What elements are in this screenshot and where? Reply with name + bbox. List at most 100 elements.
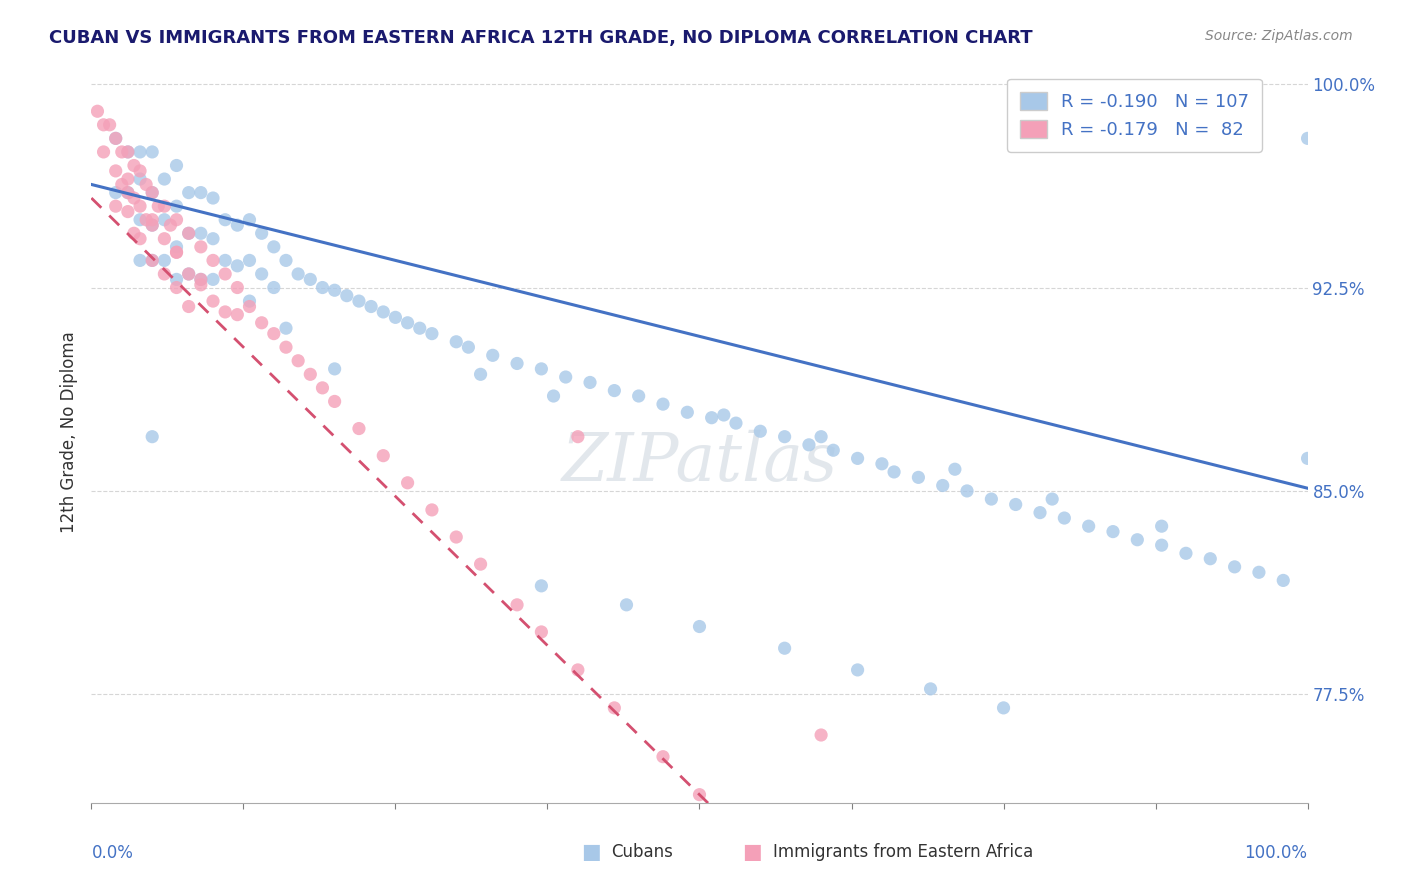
Point: [627, 389, 650, 403]
Point: [749, 424, 772, 438]
Point: [396, 475, 419, 490]
Point: [214, 253, 236, 268]
Point: [177, 186, 200, 200]
Text: 0.0%: 0.0%: [91, 844, 134, 862]
Point: [226, 218, 249, 232]
Text: CUBAN VS IMMIGRANTS FROM EASTERN AFRICA 12TH GRADE, NO DIPLOMA CORRELATION CHART: CUBAN VS IMMIGRANTS FROM EASTERN AFRICA …: [49, 29, 1033, 46]
Point: [1150, 519, 1173, 533]
Text: Source: ZipAtlas.com: Source: ZipAtlas.com: [1205, 29, 1353, 43]
Point: [823, 443, 845, 458]
Point: [117, 186, 139, 200]
Point: [98, 118, 121, 132]
Point: [117, 204, 139, 219]
Point: [676, 405, 699, 419]
Point: [907, 470, 929, 484]
Point: [226, 308, 249, 322]
Point: [93, 145, 115, 159]
Point: [530, 624, 553, 639]
Point: [1296, 451, 1319, 466]
Point: [153, 212, 176, 227]
Point: [129, 253, 152, 268]
Point: [117, 145, 139, 159]
Point: [141, 212, 163, 227]
Point: [287, 353, 309, 368]
Y-axis label: 12th Grade, No Diploma: 12th Grade, No Diploma: [59, 332, 77, 533]
Point: [111, 145, 134, 159]
Point: [111, 178, 134, 192]
Point: [104, 199, 127, 213]
Point: [347, 294, 370, 309]
Point: [190, 227, 212, 241]
Point: [250, 316, 273, 330]
Point: [250, 227, 273, 241]
Text: Immigrants from Eastern Africa: Immigrants from Eastern Africa: [773, 843, 1033, 861]
Point: [603, 701, 626, 715]
Point: [773, 641, 796, 656]
Point: [135, 212, 157, 227]
Point: [773, 874, 796, 888]
Point: [1004, 498, 1026, 512]
Point: [238, 294, 260, 309]
Point: [1175, 546, 1198, 560]
Point: [190, 277, 212, 292]
Point: [214, 212, 236, 227]
Point: [993, 701, 1015, 715]
Point: [1199, 551, 1222, 566]
Point: [129, 232, 152, 246]
Point: [700, 410, 723, 425]
Point: [554, 370, 576, 384]
Point: [190, 240, 212, 254]
Point: [93, 118, 115, 132]
Point: [166, 240, 188, 254]
Point: [274, 321, 297, 335]
Point: [190, 272, 212, 286]
Point: [166, 199, 188, 213]
Point: [846, 663, 869, 677]
Point: [481, 348, 503, 362]
Point: [579, 376, 602, 390]
Point: [238, 212, 260, 227]
Point: [567, 663, 589, 677]
Point: [166, 245, 188, 260]
Point: [724, 416, 747, 430]
Point: [616, 598, 638, 612]
Point: [287, 267, 309, 281]
Point: [166, 212, 188, 227]
Point: [457, 340, 479, 354]
Point: [226, 280, 249, 294]
Point: [166, 245, 188, 260]
Point: [122, 159, 145, 173]
Point: [336, 288, 359, 302]
Point: [543, 389, 565, 403]
Point: [141, 145, 163, 159]
Point: [166, 280, 188, 294]
Point: [104, 164, 127, 178]
Point: [810, 430, 832, 444]
Text: ■: ■: [742, 842, 762, 862]
Point: [153, 172, 176, 186]
Point: [202, 232, 225, 246]
Point: [129, 199, 152, 213]
Point: [104, 186, 127, 200]
Point: [177, 267, 200, 281]
Point: [226, 259, 249, 273]
Point: [153, 232, 176, 246]
Point: [214, 305, 236, 319]
Point: [323, 362, 346, 376]
Point: [141, 253, 163, 268]
Point: [250, 267, 273, 281]
Point: [652, 397, 675, 411]
Point: [117, 186, 139, 200]
Point: [323, 394, 346, 409]
Point: [141, 253, 163, 268]
Point: [104, 131, 127, 145]
Point: [797, 438, 820, 452]
Point: [135, 178, 157, 192]
Point: [396, 316, 419, 330]
Point: [166, 272, 188, 286]
Point: [373, 449, 395, 463]
Point: [86, 104, 108, 119]
Point: [122, 227, 145, 241]
Point: [444, 530, 467, 544]
Point: [190, 186, 212, 200]
